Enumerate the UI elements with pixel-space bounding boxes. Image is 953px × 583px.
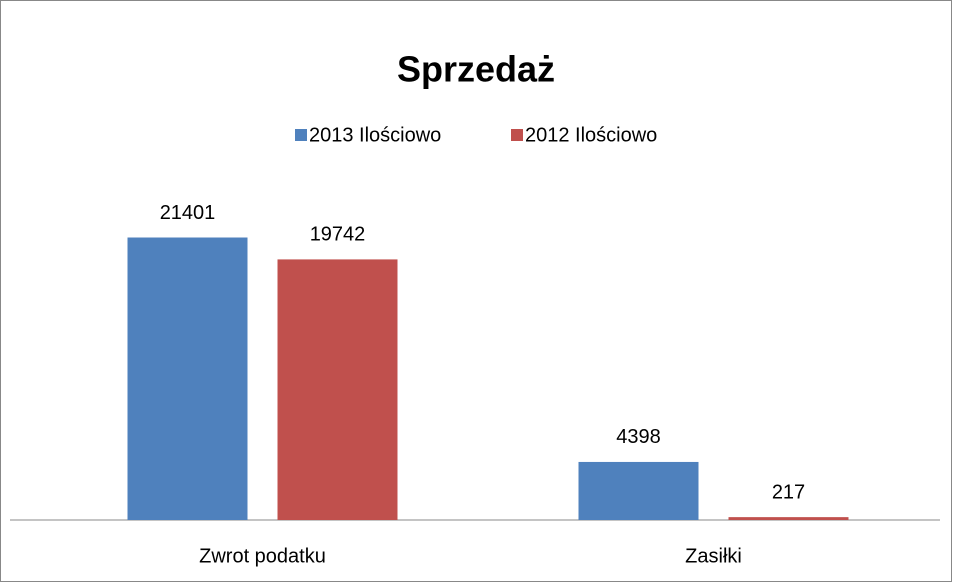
legend-label: 2013 Ilościowo <box>309 124 441 146</box>
bar <box>127 237 248 520</box>
chart-title: Sprzedaż <box>397 49 555 90</box>
data-label: 21401 <box>160 202 216 224</box>
data-label: 217 <box>772 481 805 503</box>
bar <box>277 259 398 520</box>
x-tick-label: Zwrot podatku <box>199 545 326 567</box>
data-label: 19742 <box>310 224 366 246</box>
legend-label: 2012 Ilościowo <box>525 124 657 146</box>
data-label: 4398 <box>616 426 661 448</box>
legend-swatch <box>511 129 523 141</box>
legend-swatch <box>295 129 307 141</box>
bar <box>728 517 849 520</box>
x-tick-label: Zasiłki <box>685 545 742 567</box>
bar <box>578 461 699 520</box>
